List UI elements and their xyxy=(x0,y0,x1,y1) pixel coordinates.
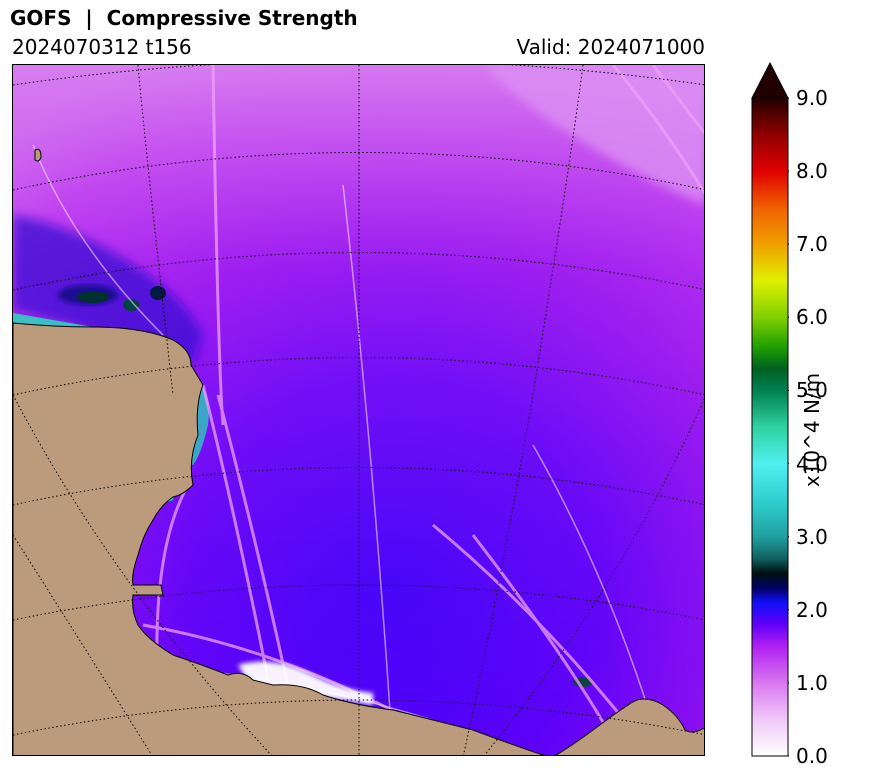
land-west xyxy=(13,322,546,755)
map-canvas xyxy=(13,65,704,755)
colorbar-tick-label: 5.0 xyxy=(796,378,828,403)
page-title: GOFS | Compressive Strength xyxy=(10,6,358,30)
colorbar-tick-label: 7.0 xyxy=(796,232,828,257)
colorbar-tick-label: 9.0 xyxy=(796,86,828,110)
island xyxy=(34,148,42,162)
colorbar-bar xyxy=(751,97,789,757)
colorbar-ticks xyxy=(788,97,789,757)
open-water-patch xyxy=(238,661,373,705)
green-patch-2 xyxy=(123,299,139,311)
colorbar-tick-label: 1.0 xyxy=(796,670,828,695)
colorbar-tick-label: 0.0 xyxy=(796,744,828,768)
run-label: 2024070312 t156 xyxy=(12,35,192,59)
green-patch-3 xyxy=(150,286,166,300)
colorbar-extend-arrow xyxy=(751,62,789,99)
colorbar-tick-label: 3.0 xyxy=(796,524,828,549)
colorbar-tick-label: 6.0 xyxy=(796,305,828,330)
map-panel[interactable] xyxy=(12,64,705,756)
colorbar-tick-label: 8.0 xyxy=(796,159,828,184)
colorbar-label: x10^4 N/m xyxy=(800,372,824,488)
valid-label: Valid: 2024071000 xyxy=(516,35,705,59)
low-strength-region xyxy=(483,65,704,205)
colorbar-tick-label: 4.0 xyxy=(796,451,828,476)
colorbar-tick-label: 2.0 xyxy=(796,597,828,622)
colorbar xyxy=(751,62,789,757)
green-patch xyxy=(77,291,109,303)
graticule xyxy=(13,65,704,755)
